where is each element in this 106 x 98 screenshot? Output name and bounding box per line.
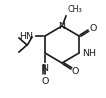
Text: O: O bbox=[89, 24, 96, 33]
Text: O: O bbox=[72, 67, 79, 75]
Text: O: O bbox=[41, 77, 49, 86]
Text: CH₃: CH₃ bbox=[68, 5, 83, 14]
Text: N: N bbox=[59, 21, 66, 30]
Text: HN: HN bbox=[19, 31, 33, 40]
Text: N: N bbox=[42, 64, 49, 73]
Text: NH: NH bbox=[82, 49, 96, 58]
